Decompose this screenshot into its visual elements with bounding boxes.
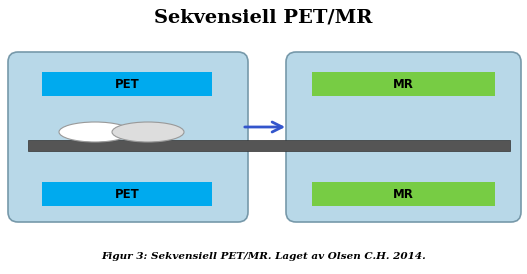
Bar xyxy=(28,140,510,151)
Text: MR: MR xyxy=(393,78,414,90)
Text: PET: PET xyxy=(115,78,139,90)
FancyBboxPatch shape xyxy=(286,52,521,222)
Text: Figur 3: Sekvensiell PET/MR. Laget av Olsen C.H. 2014.: Figur 3: Sekvensiell PET/MR. Laget av Ol… xyxy=(101,252,426,261)
Ellipse shape xyxy=(59,122,131,142)
Text: PET: PET xyxy=(115,187,139,201)
Text: Sekvensiell PET/MR: Sekvensiell PET/MR xyxy=(154,9,373,27)
FancyBboxPatch shape xyxy=(42,72,212,96)
FancyBboxPatch shape xyxy=(42,182,212,206)
FancyBboxPatch shape xyxy=(312,182,495,206)
Ellipse shape xyxy=(112,122,184,142)
FancyBboxPatch shape xyxy=(8,52,248,222)
FancyBboxPatch shape xyxy=(312,72,495,96)
Text: MR: MR xyxy=(393,187,414,201)
